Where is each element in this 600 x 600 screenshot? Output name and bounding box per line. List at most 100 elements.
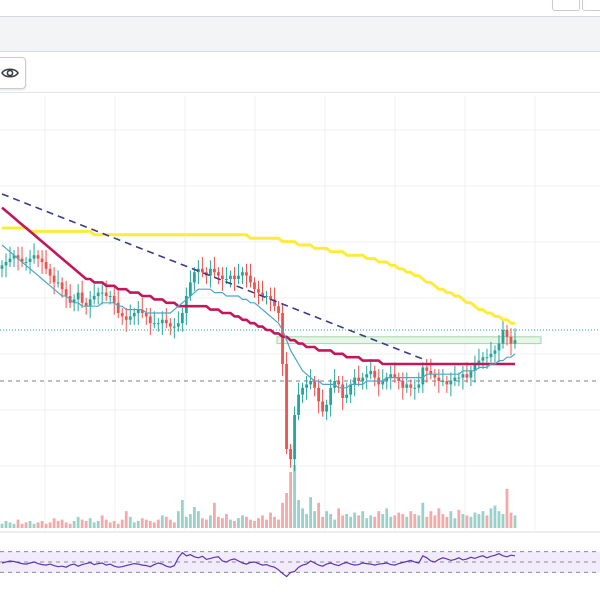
candle-body xyxy=(293,415,296,460)
window-top-bar xyxy=(0,0,600,17)
candle-body xyxy=(337,381,341,385)
volume-bar xyxy=(225,514,228,528)
candle-body xyxy=(84,302,88,307)
candle-body xyxy=(497,343,501,351)
volume-bar xyxy=(281,502,284,528)
volume-bar xyxy=(505,488,509,528)
window-button-2[interactable] xyxy=(582,0,600,11)
window-button-1[interactable] xyxy=(552,0,580,11)
candle-body xyxy=(76,292,80,300)
candle-body xyxy=(473,364,477,371)
candle-body xyxy=(116,302,120,313)
volume-bar xyxy=(253,521,256,528)
candle-body xyxy=(213,268,216,273)
candle-body xyxy=(417,384,421,388)
volume-bar xyxy=(493,505,497,528)
candle-body xyxy=(8,258,12,262)
volume-bar xyxy=(20,523,24,528)
candle-body xyxy=(493,350,497,354)
candle-body xyxy=(361,377,365,381)
volume-bar xyxy=(429,511,433,528)
volume-bar xyxy=(36,522,40,528)
candle-body xyxy=(200,268,204,273)
candle-body xyxy=(0,265,4,269)
candle-body xyxy=(409,384,413,388)
volume-bar xyxy=(108,522,112,528)
volume-bar xyxy=(92,522,96,528)
volume-bar xyxy=(132,522,136,528)
candle-body xyxy=(12,255,16,259)
candle-body xyxy=(469,370,473,378)
candle-body xyxy=(317,387,321,402)
eye-toggle-button[interactable] xyxy=(0,57,26,89)
ema-fast-line xyxy=(1,244,516,389)
volume-bar xyxy=(200,518,204,528)
volume-bar xyxy=(285,493,288,528)
rsi-line xyxy=(1,551,516,578)
candle-body xyxy=(28,258,32,262)
candle-body xyxy=(188,282,192,296)
candle-body xyxy=(96,292,100,296)
candle-body xyxy=(297,394,300,415)
volume-bar xyxy=(229,519,232,528)
candle-body xyxy=(168,323,172,327)
volume-bar xyxy=(148,521,152,528)
volume-bar xyxy=(413,514,417,528)
candle-body xyxy=(32,255,36,259)
candle-body xyxy=(389,374,393,378)
candle-body xyxy=(108,296,112,297)
candle-body xyxy=(52,275,56,283)
volume-bar xyxy=(104,519,108,528)
volume-bar xyxy=(305,514,308,528)
candle-body xyxy=(397,377,401,381)
volume-bar xyxy=(261,515,264,528)
trendline xyxy=(1,193,428,362)
volume-bar xyxy=(60,519,64,528)
candle-body xyxy=(265,296,268,297)
volume-bar xyxy=(204,519,208,528)
candle-body xyxy=(313,381,317,388)
volume-bar xyxy=(461,514,465,528)
volume-bar xyxy=(48,522,52,528)
volume-bar xyxy=(136,521,140,528)
volume-bar xyxy=(309,497,313,528)
ema-slow-line xyxy=(1,206,515,366)
candle-body xyxy=(253,282,256,290)
volume-bar xyxy=(473,512,477,528)
volume-bar xyxy=(361,511,365,528)
candle-body xyxy=(221,275,224,279)
volume-bar xyxy=(249,519,252,528)
volume-bar xyxy=(8,522,12,528)
candle-body xyxy=(192,272,196,283)
candle-body xyxy=(132,313,136,317)
volume-bar xyxy=(289,472,292,528)
candle-body xyxy=(112,296,116,303)
volume-bar xyxy=(12,523,16,528)
volume-bar xyxy=(337,508,341,528)
volume-bar xyxy=(385,508,389,528)
volume-bar xyxy=(369,515,373,528)
candle-body xyxy=(180,313,184,324)
candle-body xyxy=(92,296,96,300)
volume-bar xyxy=(345,514,349,528)
volume-bar xyxy=(269,512,272,528)
volume-bar xyxy=(349,516,353,528)
volume-bar xyxy=(156,519,160,528)
candle-body xyxy=(100,292,104,294)
candle-body xyxy=(441,381,445,382)
volume-bar xyxy=(445,516,449,528)
candle-body xyxy=(164,319,168,324)
volume-bar xyxy=(120,519,124,528)
candle-body xyxy=(273,299,276,307)
volume-bar xyxy=(24,522,28,528)
candle-body xyxy=(481,357,485,361)
candle-body xyxy=(381,381,385,385)
candle-body xyxy=(233,275,236,279)
candle-body xyxy=(176,323,180,327)
candle-body xyxy=(64,289,68,296)
candle-body xyxy=(104,292,108,296)
toolbar-band xyxy=(0,17,600,52)
candle-body xyxy=(60,282,64,290)
volume-bar xyxy=(213,502,216,528)
